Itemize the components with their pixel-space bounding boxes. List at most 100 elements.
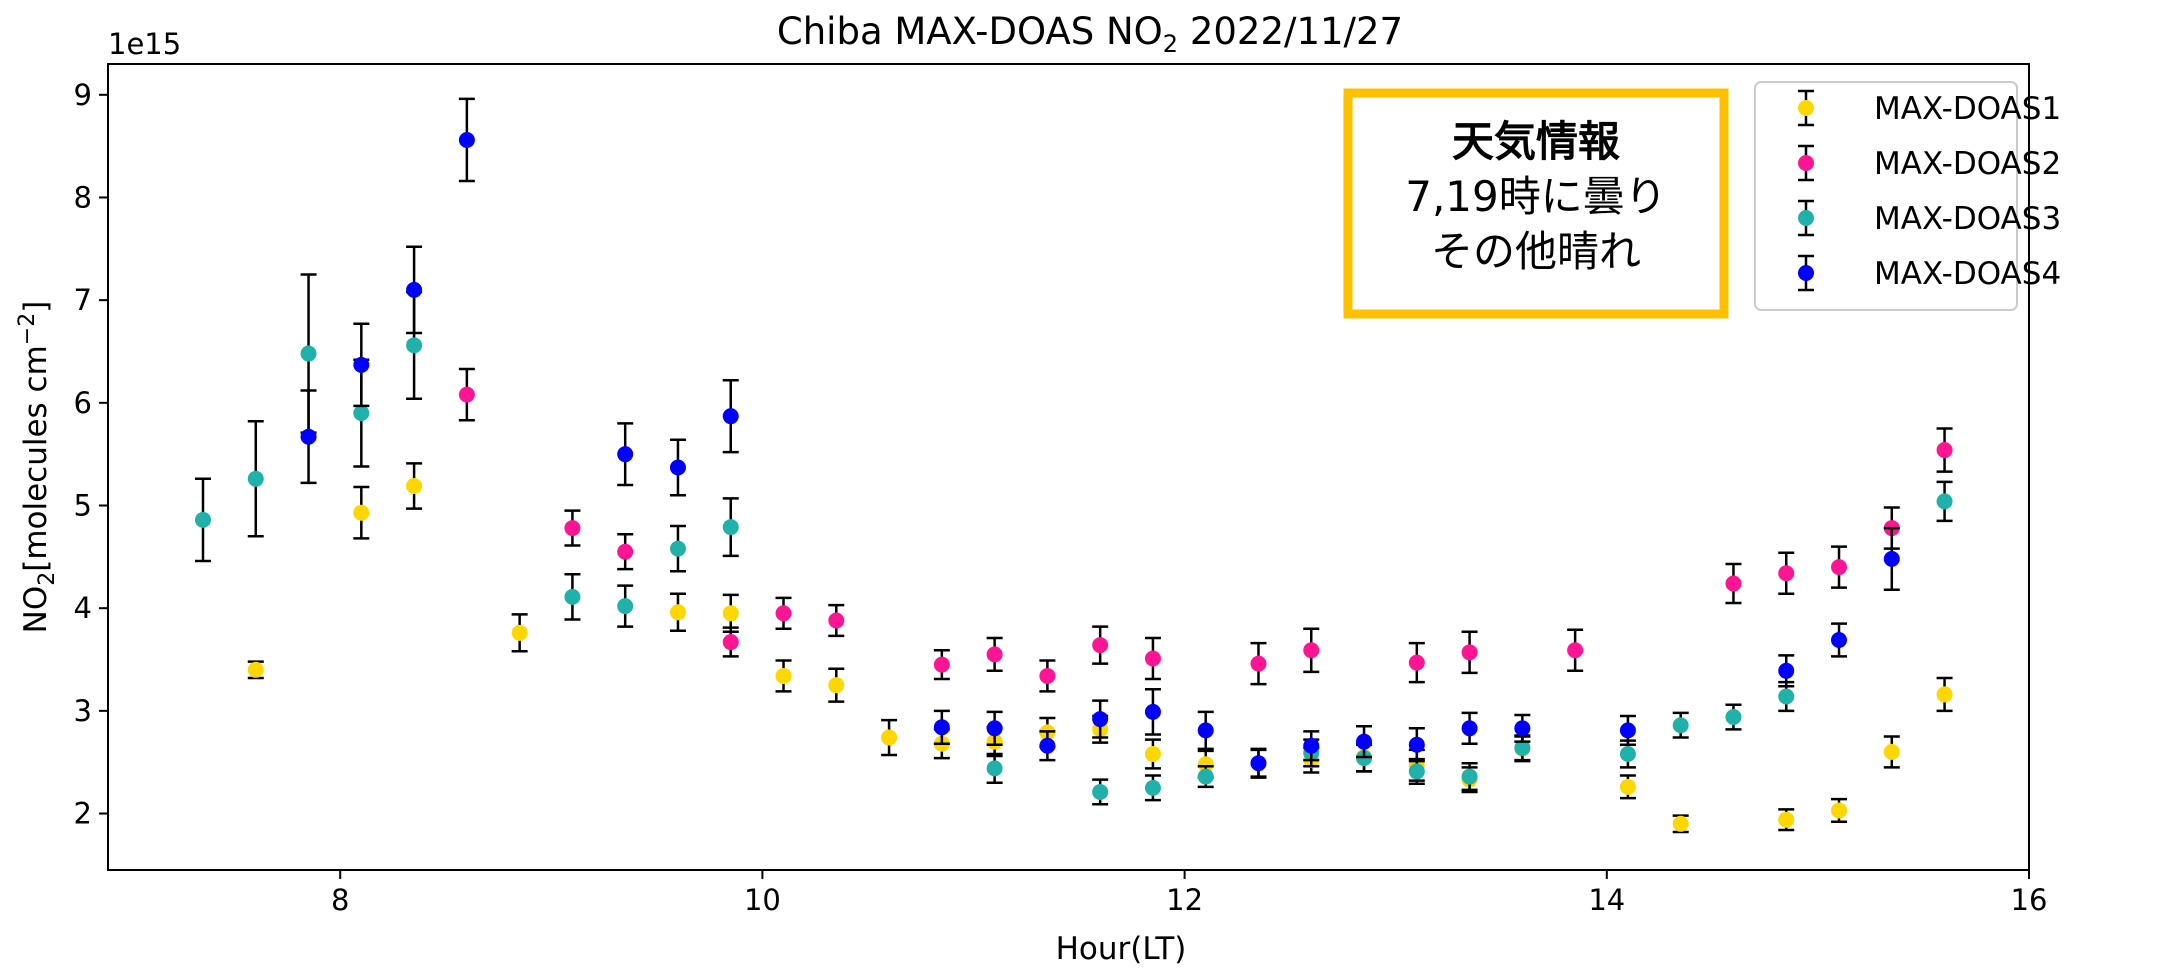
x-tick-label: 14 bbox=[1588, 883, 1625, 917]
data-point bbox=[1250, 755, 1267, 772]
weather-title: 天気情報 bbox=[1452, 117, 1620, 166]
data-point bbox=[1408, 736, 1425, 753]
legend-label: MAX-DOAS4 bbox=[1874, 256, 2061, 292]
data-point bbox=[1936, 442, 1953, 459]
data-point bbox=[933, 656, 950, 673]
weather-line-1: 7,19時に曇り bbox=[1405, 172, 1667, 221]
data-point bbox=[828, 612, 845, 629]
data-points bbox=[194, 97, 1953, 834]
data-point bbox=[1461, 768, 1478, 785]
data-point bbox=[1197, 722, 1214, 739]
data-point bbox=[1619, 745, 1636, 762]
data-point bbox=[1408, 763, 1425, 780]
data-point bbox=[1461, 720, 1478, 737]
data-point bbox=[722, 634, 739, 651]
legend-label: MAX-DOAS1 bbox=[1874, 91, 2061, 127]
y-axis-label: NO2[molecules cm−2] bbox=[15, 301, 60, 634]
data-point bbox=[722, 519, 739, 536]
legend-item: MAX-DOAS2 bbox=[1798, 144, 2061, 182]
data-point bbox=[247, 661, 264, 678]
data-point bbox=[1197, 768, 1214, 785]
data-point bbox=[1250, 655, 1267, 672]
x-tick-label: 16 bbox=[2011, 883, 2048, 917]
data-point bbox=[1778, 688, 1795, 705]
data-point bbox=[1936, 686, 1953, 703]
data-point bbox=[1936, 493, 1953, 510]
weather-line-2: その他晴れ bbox=[1431, 227, 1641, 276]
data-point bbox=[828, 677, 845, 694]
x-tick-label: 8 bbox=[331, 883, 349, 917]
x-axis-ticks: 8 10 12 14 16 bbox=[331, 870, 2047, 917]
data-point bbox=[1144, 779, 1161, 796]
data-point bbox=[1039, 737, 1056, 754]
data-point bbox=[669, 459, 686, 476]
data-point bbox=[1461, 644, 1478, 661]
data-point bbox=[458, 386, 475, 403]
data-point bbox=[353, 504, 370, 521]
data-point bbox=[564, 588, 581, 605]
data-point bbox=[300, 428, 317, 445]
series-max-doas3 bbox=[194, 273, 1953, 806]
data-point bbox=[1144, 703, 1161, 720]
data-point bbox=[458, 131, 475, 148]
x-tick-label: 12 bbox=[1166, 883, 1203, 917]
data-point bbox=[722, 605, 739, 622]
data-point bbox=[247, 470, 264, 487]
legend-marker bbox=[1798, 210, 1814, 226]
data-point bbox=[775, 605, 792, 622]
data-point bbox=[406, 477, 423, 494]
data-point bbox=[1831, 802, 1848, 819]
data-point bbox=[986, 760, 1003, 777]
data-point bbox=[722, 408, 739, 425]
data-point bbox=[986, 646, 1003, 663]
data-point bbox=[1831, 559, 1848, 576]
data-point bbox=[1672, 717, 1689, 734]
data-point bbox=[1725, 575, 1742, 592]
data-point bbox=[1356, 733, 1373, 750]
legend-item: MAX-DOAS3 bbox=[1798, 199, 2061, 237]
data-point bbox=[933, 719, 950, 736]
legend-label: MAX-DOAS3 bbox=[1874, 201, 2061, 237]
legend-marker bbox=[1798, 155, 1814, 171]
y-tick-label: 6 bbox=[74, 386, 92, 420]
data-point bbox=[1197, 756, 1214, 773]
y-tick-label: 9 bbox=[74, 78, 92, 112]
data-point bbox=[406, 337, 423, 354]
data-point bbox=[1514, 739, 1531, 756]
series-max-doas4 bbox=[300, 97, 1900, 778]
data-point bbox=[194, 511, 211, 528]
data-point bbox=[1092, 711, 1109, 728]
data-point bbox=[881, 729, 898, 746]
data-point bbox=[1092, 783, 1109, 800]
data-point bbox=[1883, 743, 1900, 760]
data-point bbox=[564, 520, 581, 537]
data-point bbox=[1725, 709, 1742, 726]
data-point bbox=[669, 540, 686, 557]
data-point bbox=[1514, 720, 1531, 737]
legend-item: MAX-DOAS1 bbox=[1798, 89, 2061, 127]
legend: MAX-DOAS1 MAX-DOAS2 MAX-DOAS3 MAX-DOAS4 bbox=[1754, 81, 2061, 311]
data-point bbox=[617, 446, 634, 463]
y-tick-label: 2 bbox=[74, 797, 92, 831]
data-point bbox=[1672, 815, 1689, 832]
data-point bbox=[1619, 722, 1636, 739]
data-point bbox=[1144, 650, 1161, 667]
data-point bbox=[1831, 632, 1848, 649]
y-axis-ticks: 2 3 4 5 6 7 8 9 bbox=[74, 78, 108, 831]
y-tick-label: 8 bbox=[74, 180, 92, 214]
y-tick-label: 3 bbox=[74, 694, 92, 728]
series-max-doas2 bbox=[458, 367, 1953, 693]
legend-marker bbox=[1798, 100, 1814, 116]
data-point bbox=[986, 720, 1003, 737]
legend-marker bbox=[1798, 265, 1814, 281]
data-point bbox=[1303, 642, 1320, 659]
data-point bbox=[1408, 654, 1425, 671]
x-axis-label: Hour(LT) bbox=[1056, 931, 1187, 967]
y-tick-label: 4 bbox=[74, 591, 92, 625]
data-point bbox=[353, 356, 370, 373]
y-multiplier: 1e15 bbox=[108, 27, 181, 61]
data-point bbox=[1883, 550, 1900, 567]
data-point bbox=[617, 543, 634, 560]
legend-label: MAX-DOAS2 bbox=[1874, 146, 2061, 182]
